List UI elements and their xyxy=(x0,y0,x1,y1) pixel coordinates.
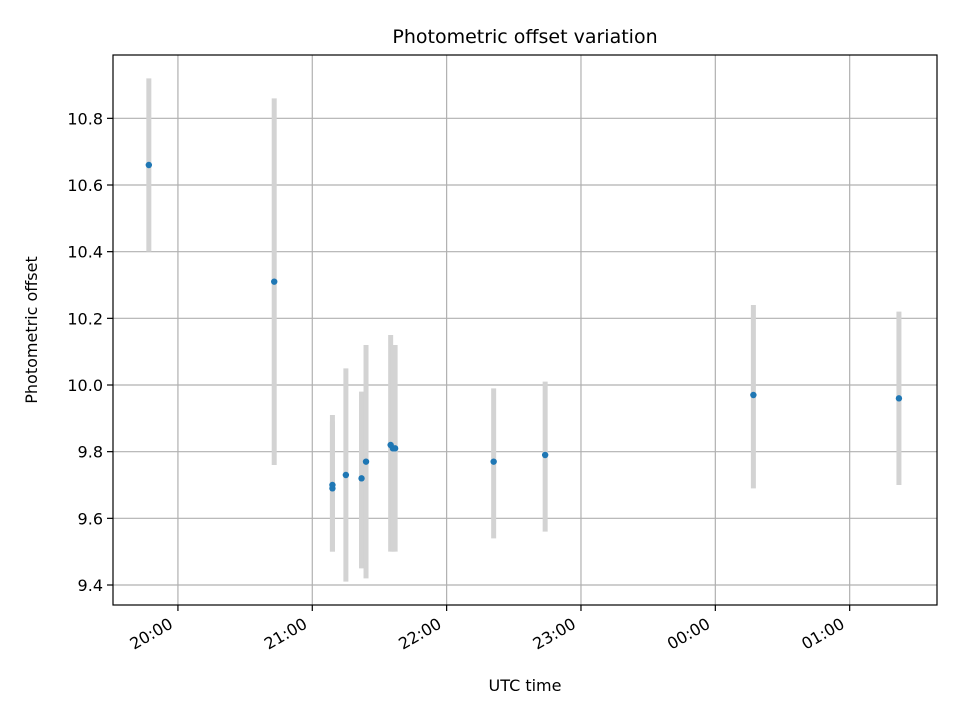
y-tick-label: 9.6 xyxy=(78,509,103,528)
data-point xyxy=(541,451,549,459)
data-point xyxy=(750,391,757,399)
data-point xyxy=(342,471,350,479)
y-tick-label: 10.8 xyxy=(67,109,103,128)
y-axis-label: Photometric offset xyxy=(22,256,41,404)
y-tick-label: 10.6 xyxy=(67,176,103,195)
data-point xyxy=(362,458,370,465)
y-tick-label: 10.4 xyxy=(67,243,103,262)
data-point xyxy=(145,161,153,169)
y-axis-ticks: 9.4 9.6 9.8 10.0 10.2 10.4 10.6 10.8 xyxy=(67,109,113,595)
y-tick-label: 9.8 xyxy=(78,443,103,462)
data-points xyxy=(145,161,903,492)
data-point xyxy=(271,278,278,285)
data-point xyxy=(358,475,365,482)
y-tick-label: 10.0 xyxy=(67,376,103,395)
grid xyxy=(113,55,937,605)
data-point xyxy=(895,395,903,402)
data-point xyxy=(329,485,336,492)
data-point xyxy=(391,445,399,452)
y-tick-label: 9.4 xyxy=(78,576,103,595)
x-axis-label: UTC time xyxy=(489,676,562,695)
y-tick-label: 10.2 xyxy=(67,309,103,328)
data-point xyxy=(490,458,497,465)
chart-title: Photometric offset variation xyxy=(392,26,657,48)
plot-frame xyxy=(112,54,938,606)
